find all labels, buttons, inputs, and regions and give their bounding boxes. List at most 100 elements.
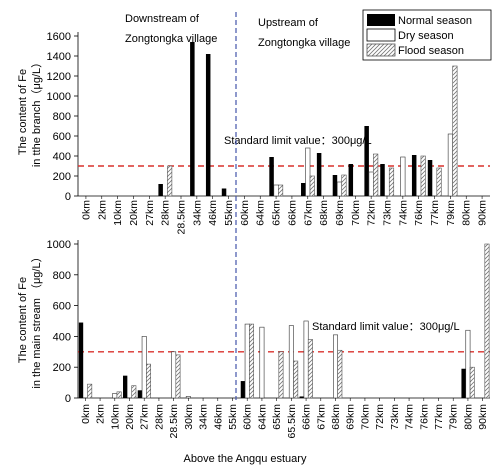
branch-x-tick-label: 64km [255,200,267,226]
branch-x-tick-label: 28km [160,200,172,226]
main-stream-bar-dry [171,351,177,399]
main-stream-bar-normal [137,390,143,398]
main-stream-bar-dry [244,323,250,399]
branch-bar-normal [190,42,195,196]
legend-label-flood: Flood season [398,45,464,57]
branch-bar-dry [273,184,279,197]
branch-x-tick-label: 27km [144,200,156,226]
branch-y-axis-label-line1: The content of Fe [17,69,29,155]
branch-x-tick-label: 73km [382,200,394,226]
branch-x-tick-label: 67km [302,200,314,226]
branch-y-tick-label: 200 [53,171,71,183]
main-stream-bar-normal [461,368,466,398]
main-stream-x-tick-label: 20km [124,404,136,430]
main-stream-bar-dry [112,393,118,399]
main-stream-x-tick-label: 55km [227,404,239,430]
branch-x-tick-label: 46km [207,200,219,226]
branch-x-tick-label: 28.5km [176,200,188,235]
branch-y-tick-label: 0 [65,191,71,203]
legend-label-dry: Dry season [398,30,454,42]
branch-bar-dry [368,171,374,197]
branch-y-tick-label: 1000 [47,91,71,103]
main-stream-y-tick-label: 0 [65,393,71,405]
main-stream-x-tick-labels: 0km 2km 10km 20km 27km 28km 28.5km 30km 34km 46km… [80,398,489,438]
branch-limit-label: Standard limit value：300μg/L [224,135,372,147]
downstream-label-line2: Zongtongka village [125,33,217,45]
main-stream-bar-flood [293,360,299,399]
main-stream-bar-flood [307,339,313,399]
main-stream-bar-dry [288,325,294,399]
main-stream-x-tick-label: 65km [271,404,283,430]
branch-chart: The content of Fe in tthe branch（μg/L） 0… [17,31,490,234]
branch-y-tick-label: 1600 [47,31,71,43]
branch-bar-normal [316,153,322,196]
branch-x-tick-label: 79km [445,200,457,226]
main-stream-bar-flood [278,351,284,399]
main-stream-x-tick-label: 90km [477,404,489,430]
branch-y-tick-label: 1400 [47,51,71,63]
main-stream-y-tick-label: 800 [53,270,71,282]
branch-bar-flood [436,167,442,197]
main-stream-bar-flood [469,366,475,399]
main-stream-bars [78,243,490,399]
main-stream-x-tick-label: 73km [389,404,401,430]
main-stream-x-tick-label: 46km [212,404,224,430]
main-stream-x-tick-label: 60km [242,404,254,430]
branch-bar-normal [348,164,354,196]
branch-bar-normal [380,164,385,196]
branch-x-tick-label: 34km [191,200,203,226]
main-stream-bar-dry [141,336,147,399]
main-stream-bar-normal [123,375,128,398]
main-stream-x-tick-label: 34km [198,404,210,430]
branch-bars [158,42,458,197]
main-stream-bar-flood [87,383,93,399]
main-stream-x-tick-label: 66km [301,404,313,430]
branch-bar-dry [400,156,406,197]
branch-x-tick-label: 0km [80,200,92,220]
main-stream-x-tick-label: 65.5km [286,404,298,439]
main-stream-bar-flood [249,323,255,399]
main-stream-x-tick-label: 10km [109,404,121,430]
branch-x-tick-label: 66km [286,200,298,226]
branch-x-tick-label: 77km [429,200,441,226]
main-stream-x-tick-label: 64km [256,404,268,430]
main-stream-bar-normal [78,322,84,398]
x-axis-label: Above the Angqu estuary [184,453,307,465]
branch-x-tick-label: 70km [350,200,362,226]
branch-bar-dry [447,133,453,197]
main-stream-y-tick-label: 400 [53,331,71,343]
branch-bar-normal [301,183,306,196]
branch-bar-normal [269,157,274,196]
main-stream-x-tick-label: 67km [315,404,327,430]
branch-y-tick-label: 800 [53,111,71,123]
branch-bar-flood [309,175,315,197]
downstream-label-line1: Downstream of [125,13,200,25]
main-stream-y-axis-label-line1: The content of Fe [17,277,29,363]
branch-bar-flood [420,155,426,197]
branch-x-tick-label: 20km [128,200,140,226]
main-stream-bar-dry [185,396,191,399]
main-stream-x-tick-label: 30km [183,404,195,430]
branch-bar-flood [388,167,395,197]
branch-x-tick-label: 65km [271,200,283,226]
main-stream-x-tick-label: 2km [95,404,107,424]
main-stream-bar-flood [146,363,152,399]
branch-x-tick-label: 80km [461,200,473,226]
legend: Normal season Dry season Flood season [362,9,492,61]
main-stream-bar-flood [484,243,490,399]
main-stream-y-tick-label: 600 [53,301,71,313]
branch-bar-dry [305,147,311,197]
branch-bar-normal [205,54,211,196]
branch-bar-flood [452,65,458,197]
branch-bar-normal [332,175,338,196]
main-stream-bar-normal [299,396,304,398]
legend-label-normal: Normal season [398,15,472,27]
main-stream-bar-dry [259,326,265,399]
main-stream-bar-normal [240,381,246,398]
main-stream-x-tick-label: 70km [359,404,371,430]
branch-x-tick-labels: 0km 2km 10km 20km 27km 28km 28.5km 34km 46km 55km… [80,196,489,235]
main-stream-bar-dry [333,334,338,399]
branch-x-tick-label: 90km [477,200,489,226]
branch-x-tick-label: 55km [223,200,235,226]
branch-bar-flood [167,165,173,197]
